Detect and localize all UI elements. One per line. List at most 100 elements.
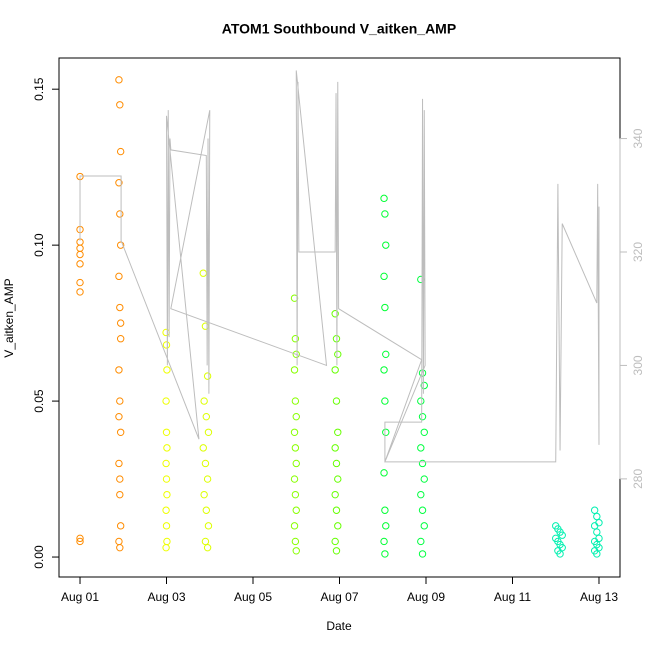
point xyxy=(291,490,300,499)
point xyxy=(115,272,123,281)
point xyxy=(332,459,341,468)
chart-title: ATOM1 Southbound V_aitken_AMP xyxy=(222,21,456,37)
point xyxy=(203,372,212,380)
y-tick-label: 0.00 xyxy=(32,545,46,569)
y-tick-label: 0.05 xyxy=(32,389,46,413)
point xyxy=(76,260,84,268)
point xyxy=(162,506,170,514)
point xyxy=(334,475,342,483)
point xyxy=(334,428,342,436)
point xyxy=(418,369,427,377)
point xyxy=(76,537,84,546)
point xyxy=(115,537,123,546)
point xyxy=(380,537,388,546)
point xyxy=(76,244,84,252)
point xyxy=(292,350,300,359)
point xyxy=(291,397,300,405)
point xyxy=(292,459,300,468)
point xyxy=(115,459,123,468)
point xyxy=(201,537,210,546)
point xyxy=(595,534,603,543)
point xyxy=(162,475,171,483)
x-tick-label: Aug 07 xyxy=(320,590,358,604)
x-tick-label: Aug 01 xyxy=(61,590,99,604)
point xyxy=(418,459,427,468)
y2-tick-label: 340 xyxy=(631,128,645,148)
point xyxy=(331,490,339,499)
point xyxy=(162,428,171,436)
point xyxy=(418,412,427,421)
point xyxy=(558,531,566,539)
point xyxy=(163,490,171,499)
point xyxy=(380,194,388,203)
point xyxy=(115,179,123,187)
point xyxy=(201,459,210,468)
plot-box xyxy=(58,57,621,578)
point xyxy=(116,303,124,312)
point xyxy=(331,310,339,318)
point xyxy=(116,475,124,483)
point xyxy=(290,366,299,374)
point xyxy=(203,475,212,483)
point xyxy=(334,522,342,530)
point xyxy=(76,250,84,259)
y2-tick-label: 320 xyxy=(631,242,645,262)
point xyxy=(76,534,84,543)
y-axis-label: V_aitken_AMP xyxy=(2,278,16,357)
point xyxy=(382,522,390,530)
point xyxy=(382,428,390,436)
point xyxy=(590,522,599,530)
x-tick-label: Aug 11 xyxy=(494,590,531,604)
point xyxy=(204,522,213,530)
point xyxy=(115,366,123,374)
point xyxy=(290,428,299,436)
point xyxy=(204,428,213,436)
point xyxy=(418,550,427,558)
point xyxy=(162,459,170,468)
point xyxy=(417,444,425,452)
point xyxy=(116,543,124,552)
point xyxy=(290,475,299,483)
x-tick-label: Aug 03 xyxy=(147,590,185,604)
y-tick-label: 0.10 xyxy=(32,233,46,257)
point xyxy=(163,444,171,452)
point xyxy=(162,397,170,405)
point xyxy=(116,428,125,436)
point xyxy=(334,350,342,359)
point xyxy=(382,241,390,249)
point xyxy=(202,412,210,421)
point xyxy=(291,444,300,452)
point xyxy=(163,537,171,546)
point xyxy=(290,522,299,530)
point xyxy=(162,328,170,337)
point xyxy=(382,350,390,359)
point xyxy=(199,269,207,277)
point xyxy=(420,381,428,390)
point xyxy=(381,506,389,514)
point xyxy=(200,397,208,405)
y2-tick-label: 300 xyxy=(631,355,645,375)
point xyxy=(418,506,427,514)
point xyxy=(291,537,300,546)
point xyxy=(420,522,428,530)
point xyxy=(115,76,123,84)
point xyxy=(381,303,389,312)
point xyxy=(380,366,388,374)
point xyxy=(292,547,300,555)
y2-line xyxy=(79,70,600,463)
point xyxy=(593,550,601,558)
point xyxy=(420,428,428,436)
point xyxy=(556,550,564,558)
point xyxy=(380,469,388,477)
point xyxy=(116,147,125,156)
point xyxy=(292,412,300,421)
point xyxy=(590,506,599,514)
point xyxy=(331,537,339,546)
point xyxy=(202,506,210,514)
point xyxy=(291,335,300,343)
point xyxy=(162,341,171,349)
point xyxy=(381,210,389,218)
point xyxy=(116,522,125,530)
point xyxy=(116,490,124,499)
point xyxy=(332,506,341,514)
